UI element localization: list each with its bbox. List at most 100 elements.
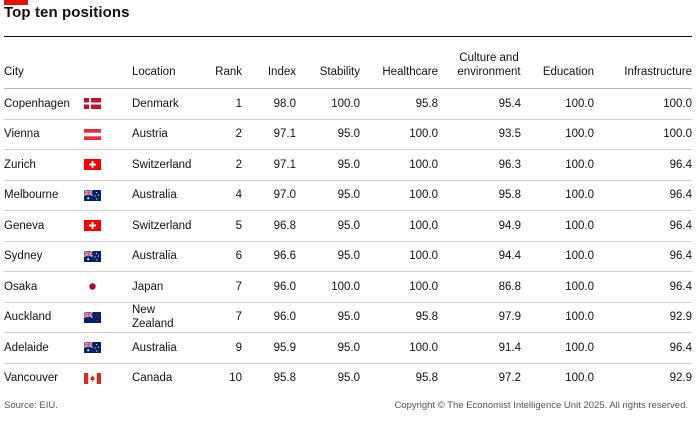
header-location: Location	[132, 37, 206, 89]
infrastructure-cell: 96.4	[594, 240, 692, 272]
chart-title: Top ten positions	[4, 4, 130, 21]
infrastructure-cell: 96.4	[594, 332, 692, 363]
stability-cell: 95.0	[296, 240, 360, 272]
location-cell: Australia	[132, 240, 206, 272]
education-cell: 100.0	[521, 362, 594, 393]
table-row: Geneva Switzerland 5 96.8 95.0 100.0 94.9 100.0…	[4, 210, 692, 241]
australia-flag-icon	[84, 342, 101, 354]
city-cell: Auckland	[4, 301, 84, 333]
table-row: Vienna Austria 2 97.1 95.0 100.0 93.5 100.0 100.…	[4, 118, 692, 150]
flag-cell	[84, 118, 132, 150]
japan-flag-icon	[84, 281, 101, 293]
culture-cell: 95.4	[438, 88, 521, 119]
rank-cell: 1	[206, 88, 242, 119]
copyright-note: Copyright © The Economist Intelligence U…	[394, 400, 688, 411]
infrastructure-cell: 100.0	[594, 118, 692, 150]
infrastructure-cell: 96.4	[594, 210, 692, 241]
stability-cell: 95.0	[296, 149, 360, 180]
table-row: Vancouver Canada 10 95.8 95.0 95.8 97.2 100.0 92…	[4, 362, 692, 393]
index-cell: 97.0	[242, 179, 296, 211]
stability-cell: 95.0	[296, 210, 360, 241]
rank-cell: 6	[206, 240, 242, 272]
table-row: Zurich Switzerland 2 97.1 95.0 100.0 96.3 100.0…	[4, 149, 692, 180]
city-cell: Sydney	[4, 240, 84, 272]
header-education: Education	[521, 37, 594, 89]
city-cell: Osaka	[4, 271, 84, 302]
city-cell: Vancouver	[4, 362, 84, 393]
education-cell: 100.0	[521, 271, 594, 302]
stability-cell: 100.0	[296, 271, 360, 302]
index-cell: 97.1	[242, 118, 296, 150]
rank-cell: 2	[206, 149, 242, 180]
header-culture: Culture and environment	[438, 37, 521, 89]
healthcare-cell: 95.8	[360, 301, 438, 333]
healthcare-cell: 100.0	[360, 240, 438, 272]
location-cell: Canada	[132, 362, 206, 393]
culture-cell: 91.4	[438, 332, 521, 363]
table-body: Copenhagen Denmark 1 98.0 100.0 95.8 95.4 100.0…	[4, 88, 692, 393]
culture-cell: 93.5	[438, 118, 521, 150]
infrastructure-cell: 92.9	[594, 362, 692, 393]
source-note: Source: EIU.	[4, 400, 58, 411]
header-row: City Location Rank Index Stability Healt…	[4, 37, 692, 89]
infrastructure-cell: 92.9	[594, 301, 692, 333]
index-cell: 96.0	[242, 301, 296, 333]
australia-flag-icon	[84, 250, 101, 262]
location-cell: Australia	[132, 179, 206, 211]
top-rule	[4, 36, 692, 37]
stability-cell: 95.0	[296, 179, 360, 211]
canada-flag-icon	[84, 372, 101, 384]
location-cell: Denmark	[132, 88, 206, 119]
rank-cell: 5	[206, 210, 242, 241]
location-cell: New Zealand	[132, 301, 206, 333]
rank-cell: 7	[206, 301, 242, 333]
stability-cell: 95.0	[296, 301, 360, 333]
city-cell: Zurich	[4, 149, 84, 180]
culture-cell: 95.8	[438, 179, 521, 211]
culture-cell: 97.2	[438, 362, 521, 393]
healthcare-cell: 100.0	[360, 149, 438, 180]
rank-cell: 2	[206, 118, 242, 150]
new-zealand-flag-icon	[84, 311, 101, 323]
flag-cell	[84, 88, 132, 119]
header-stability: Stability	[296, 37, 360, 89]
education-cell: 100.0	[521, 179, 594, 211]
infrastructure-cell: 100.0	[594, 88, 692, 119]
healthcare-cell: 100.0	[360, 118, 438, 150]
table-row: Sydney Australia 6 96.6 95.0 100.0 94.4 100.0 96…	[4, 240, 692, 272]
location-cell: Austria	[132, 118, 206, 150]
city-cell: Adelaide	[4, 332, 84, 363]
table-row: Osaka Japan 7 96.0 100.0 100.0 86.8 100.0 96.4	[4, 271, 692, 302]
flag-cell	[84, 332, 132, 363]
location-cell: Switzerland	[132, 210, 206, 241]
healthcare-cell: 95.8	[360, 362, 438, 393]
austria-flag-icon	[84, 128, 101, 140]
culture-cell: 94.4	[438, 240, 521, 272]
infrastructure-cell: 96.4	[594, 179, 692, 211]
education-cell: 100.0	[521, 118, 594, 150]
header-infrastructure: Infrastructure	[594, 37, 692, 89]
table-row: Copenhagen Denmark 1 98.0 100.0 95.8 95.4 100.0…	[4, 88, 692, 119]
index-cell: 95.8	[242, 362, 296, 393]
infrastructure-cell: 96.4	[594, 149, 692, 180]
flag-cell	[84, 240, 132, 272]
index-cell: 96.0	[242, 271, 296, 302]
location-label: New Zealand	[132, 304, 174, 331]
education-cell: 100.0	[521, 240, 594, 272]
index-cell: 96.6	[242, 240, 296, 272]
stability-cell: 95.0	[296, 118, 360, 150]
education-cell: 100.0	[521, 301, 594, 333]
rank-cell: 9	[206, 332, 242, 363]
table-row: Adelaide Australia 9 95.9 95.0 100.0 91.4 100.0…	[4, 332, 692, 363]
culture-cell: 96.3	[438, 149, 521, 180]
location-cell: Switzerland	[132, 149, 206, 180]
healthcare-cell: 100.0	[360, 271, 438, 302]
culture-cell: 97.9	[438, 301, 521, 333]
city-cell: Copenhagen	[4, 88, 84, 119]
rank-cell: 10	[206, 362, 242, 393]
culture-cell: 86.8	[438, 271, 521, 302]
header-city: City	[4, 37, 84, 89]
healthcare-cell: 100.0	[360, 179, 438, 211]
location-cell: Japan	[132, 271, 206, 302]
flag-cell	[84, 149, 132, 180]
